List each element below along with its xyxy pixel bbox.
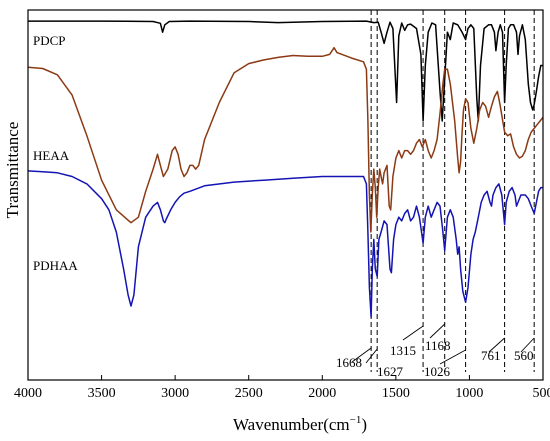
series-line-pdcp (28, 20, 543, 122)
series-layer (27, 20, 544, 318)
x-axis-title-main: Wavenumber(cm (233, 415, 350, 434)
annotation-arrow-1026 (439, 349, 466, 365)
series-labels: PDCP HEAA PDHAA (33, 33, 78, 273)
x-tick-label-2000: 2000 (308, 386, 336, 401)
x-axis-title-superscript: −1 (350, 414, 362, 426)
annotation-1315: 1315 (390, 343, 416, 358)
plot-frame (27, 9, 544, 381)
annotation-761: 761 (481, 348, 501, 363)
x-tick-label-2500: 2500 (235, 386, 263, 401)
annotation-1627: 1627 (377, 364, 404, 379)
y-axis-title: Transmittance (3, 122, 22, 219)
annotation-1168: 1168 (425, 338, 451, 353)
annotation-arrow-1668 (351, 347, 372, 363)
annotation-1026: 1026 (424, 364, 451, 379)
annotation-560: 560 (514, 348, 534, 363)
annotation-layer: 1668 1627 1315 1168 1026 761 560 (336, 323, 535, 379)
x-tick-label-500: 500 (533, 386, 550, 401)
series-label-pdcp: PDCP (33, 33, 66, 48)
x-axis-title: Wavenumber(cm−1) (233, 414, 367, 434)
x-tick-label-4000: 4000 (14, 386, 42, 401)
series-line-heaa (27, 46, 544, 233)
annotation-arrow-1315 (402, 325, 424, 341)
annotation-arrow-1168 (429, 323, 446, 339)
annotation-arrow-1627 (365, 348, 378, 364)
x-tick-label-3500: 3500 (88, 386, 116, 401)
series-line-pdhaa (27, 170, 543, 318)
x-axis-title-suffix: ) (361, 415, 367, 434)
x-axis-ticks: 4000 3500 3000 2500 2000 1500 1000 500 (14, 375, 550, 401)
x-tick-label-1500: 1500 (382, 386, 410, 401)
annotation-1668: 1668 (336, 355, 362, 370)
series-label-pdhaa: PDHAA (33, 258, 78, 273)
series-label-heaa: HEAA (33, 148, 70, 163)
annotation-arrow-761 (488, 337, 505, 353)
x-tick-label-3000: 3000 (161, 386, 189, 401)
annotation-arrow-560 (520, 337, 535, 353)
x-tick-label-1000: 1000 (455, 386, 483, 401)
